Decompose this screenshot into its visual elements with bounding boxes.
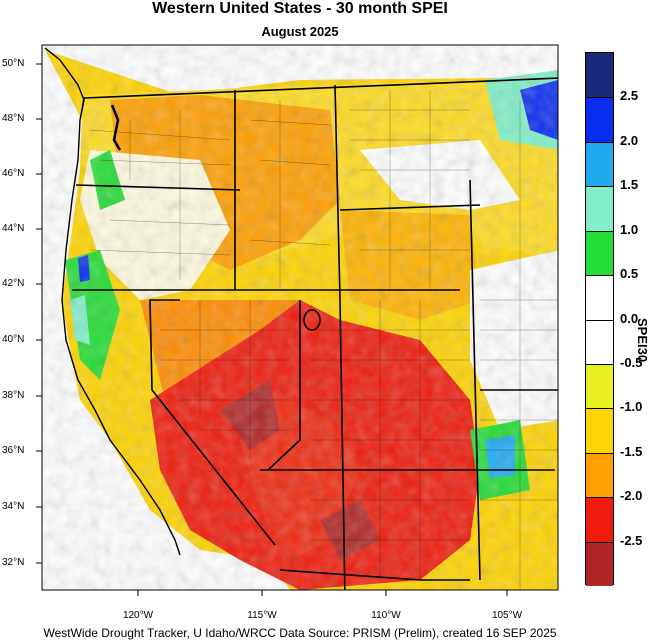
colorbar-segment [586,497,613,542]
lat-label-44: 44°N [2,223,25,234]
lat-label-34: 34°N [2,501,25,512]
lon-label-120: 120°W [122,610,154,621]
map-subtitle: August 2025 [261,24,339,39]
lat-label-32: 32°N [2,557,25,568]
lat-label-50: 50°N [2,58,25,69]
colorbar-segment [586,141,613,187]
lat-label-40: 40°N [2,334,25,345]
lon-label-115: 115°W [247,610,277,621]
colorbar-tick-label: 2.5 [620,88,639,104]
map-land [42,45,558,590]
puget-sound [110,104,122,151]
colorbar-tick-label: 0.5 [620,266,639,282]
colorbar-segment [586,452,613,498]
lon-label-110: 110°W [371,610,401,621]
map-title: Western United States - 30 month SPEI [152,0,448,17]
colorbar-tick-label: 1.0 [620,221,639,237]
state-borders [72,77,558,590]
lon-ticks [137,590,508,596]
map-border [41,44,559,591]
data-credit: WestWide Drought Tracker, U Idaho/WRCC D… [43,626,557,640]
colorbar-tick-label: -2.5 [620,532,643,548]
colorbar-tick-label: -0.5 [620,354,643,370]
colorbar-segment [586,186,613,231]
lat-label-38: 38°N [2,390,25,401]
colorbar-title: SPEI30 [635,318,650,363]
lat-label-46: 46°N [2,168,25,179]
lat-label-36: 36°N [2,445,25,456]
colorbar-tick-label: 2.0 [620,132,639,148]
lon-label-105: 105°W [491,610,523,621]
county-lines [89,90,558,590]
colorbar [585,52,614,586]
coastline [44,47,181,556]
colorbar-segment [586,53,613,98]
lat-label-42: 42°N [2,278,25,289]
colorbar-segment [586,230,613,276]
colorbar-segment [586,408,613,453]
great-salt-lake [303,309,321,331]
colorbar-segment [586,319,613,364]
colorbar-tick-label: -1.5 [620,443,643,459]
colorbar-tick-label: -2.0 [620,488,643,504]
colorbar-segment [586,97,613,142]
colorbar-segment [586,275,613,320]
colorbar-tick-label: -1.0 [620,399,643,415]
lat-ticks [36,63,42,564]
colorbar-tick-label: 0.0 [620,310,639,326]
lat-label-48: 48°N [2,113,25,124]
colorbar-tick-label: 1.5 [620,177,639,193]
colorbar-segment [586,541,613,586]
colorbar-segment [586,363,613,409]
